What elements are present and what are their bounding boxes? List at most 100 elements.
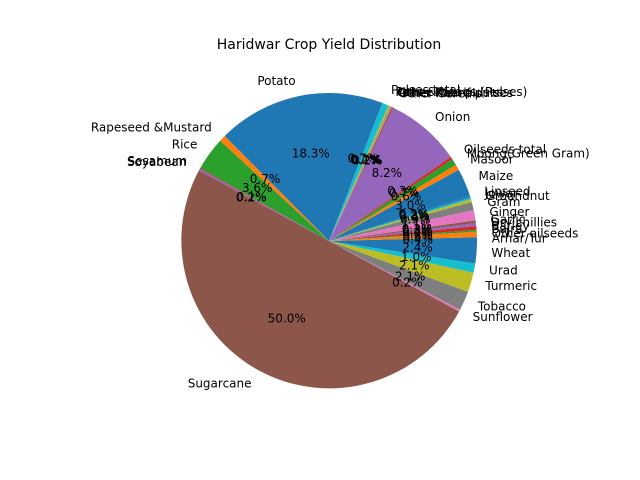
slice-label: Jowar [484, 187, 518, 201]
pie-slice [329, 225, 477, 241]
slice-label: Ginger [489, 205, 529, 219]
slice-label: Other Cereals [399, 87, 482, 101]
pie-slice [181, 170, 460, 389]
pie-slice [329, 197, 471, 241]
slice-label: Soyabean [127, 155, 186, 169]
slice-percentage: 0.7% [348, 151, 379, 165]
slice-percentage: 3.6% [242, 181, 273, 195]
slice-label: Garlic [490, 212, 525, 226]
slice-label: Sesamum [127, 154, 187, 168]
slice-percentage: 1.0% [401, 250, 432, 264]
slice-percentage: 0.1% [236, 190, 267, 204]
slice-percentage: 2.1% [395, 269, 426, 283]
slice-label: Peas & beans (Pulses) [395, 85, 527, 99]
slice-label: Sunflower [473, 310, 533, 324]
slice-label: Gram [487, 195, 520, 209]
slice-percentage: 2.4% [402, 240, 433, 254]
slice-label: Onion [435, 110, 470, 124]
slice-label: Potato [257, 74, 295, 88]
pie-slices [181, 92, 477, 389]
slice-percentage: 0.9% [400, 213, 431, 227]
pie-slice [329, 241, 476, 273]
slice-percentage: 3.0% [395, 198, 426, 212]
pie-slice [329, 241, 461, 312]
pie-slice [329, 241, 474, 292]
slice-label: Bajra [491, 222, 522, 236]
slice-label: Maize [479, 169, 514, 183]
pie-slice [329, 199, 472, 241]
slice-percentage: 0.2% [398, 207, 429, 221]
pie-slice [329, 231, 477, 241]
slice-percentage: 0.2% [236, 191, 267, 205]
slice-label: Rice [172, 138, 198, 152]
pie-slice [329, 210, 476, 241]
slice-percentages: 0.4%0.6%0.2%0.4%0.3%0.3%1.1%0.9%0.3%0.2%… [236, 147, 433, 326]
pie-slice [329, 156, 453, 241]
slice-percentage: 0.7% [389, 186, 420, 200]
pie-slice [329, 169, 470, 241]
slice-percentage: 0.2% [392, 275, 423, 289]
slice-label: Other Kharif pulses [398, 86, 513, 100]
slice-percentage: 0.6% [391, 189, 422, 203]
pie-slice [329, 102, 389, 241]
pie-slice [200, 140, 329, 241]
pie-slice [329, 223, 477, 241]
slice-percentage: 0.2% [399, 208, 430, 222]
slice-percentage: 50.0% [268, 312, 306, 326]
slice-label: Dry chillies [491, 215, 557, 229]
slice-label: Tobacco [477, 299, 526, 313]
slice-percentage: 18.3% [292, 147, 330, 161]
slice-label: Rapeseed &Mustard [91, 121, 212, 135]
slice-label: Linseed [484, 185, 530, 199]
slice-percentage: 0.4% [403, 232, 434, 246]
chart-title: Haridwar Crop Yield Distribution [217, 37, 441, 53]
slice-percentage: 8.2% [372, 166, 403, 180]
slice-percentage: 0.3% [387, 184, 418, 198]
slice-percentage: 0.3% [402, 222, 433, 236]
slice-percentage: 0.1% [351, 153, 382, 167]
slice-percentage: 0.2% [402, 227, 433, 241]
pie-slice [329, 220, 476, 241]
pie-slice [329, 107, 394, 242]
slice-percentage: 1.1% [401, 218, 432, 232]
slice-label: Other oilseeds [492, 226, 579, 240]
slice-percentage: 0.7% [250, 172, 281, 186]
slice-percentage: 0.1% [351, 153, 382, 167]
slice-label: Masoor [470, 152, 514, 166]
slice-label: Groundnut [486, 189, 550, 203]
pie-slice [224, 92, 383, 242]
slice-percentage: 0.2% [350, 152, 381, 166]
slice-percentage: 0.4% [402, 226, 433, 240]
pie-slice [329, 195, 471, 241]
slice-label: Turmeric [484, 279, 537, 293]
pie-slice [329, 106, 392, 242]
slice-label: Pulses total [391, 83, 460, 97]
slice-percentage: 0.3% [402, 224, 433, 238]
slice-label: Other Rabi pulses [397, 85, 504, 99]
pie-slice [329, 164, 459, 241]
pie-slice [220, 136, 329, 241]
pie-slice [329, 105, 391, 241]
slice-percentage: 2.1% [399, 258, 430, 272]
pie-slice [329, 237, 477, 241]
slice-percentage: 0.3% [399, 209, 430, 223]
pie-slice [198, 168, 329, 241]
pie-slice [329, 201, 474, 241]
pie-slice [199, 168, 329, 241]
slice-label: Arhar/Tur [492, 231, 547, 245]
slice-label: Sugarcane [188, 377, 252, 391]
slice-label: Moong(Green Gram) [467, 147, 590, 161]
pie-slice [329, 107, 451, 241]
slice-label: Urad [489, 263, 518, 277]
slice-percentage: 0.2% [352, 153, 383, 167]
slice-percentage: 0.6% [402, 230, 433, 244]
pie-slice [329, 229, 477, 241]
slice-label: Oilseeds total [464, 142, 546, 156]
pie-slice [329, 241, 477, 264]
pie-slice [329, 241, 469, 310]
slice-label: Barley [491, 219, 529, 233]
slice-label: Wheat [491, 246, 530, 260]
pie-slice [329, 106, 392, 241]
